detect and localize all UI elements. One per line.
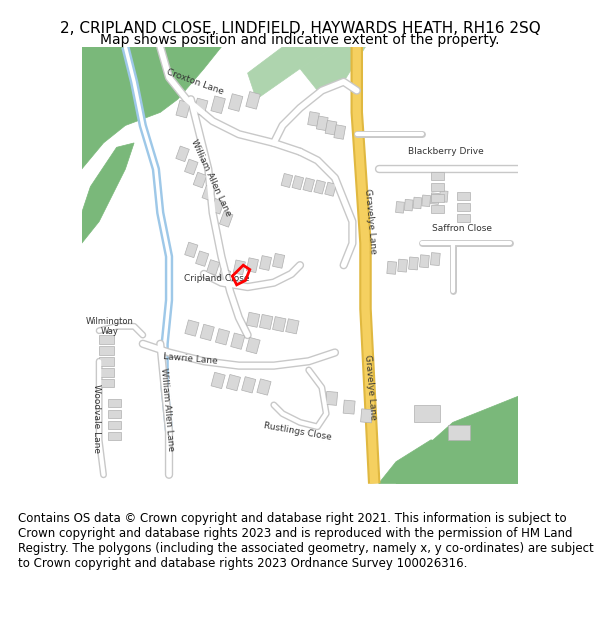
Polygon shape	[185, 159, 198, 175]
Polygon shape	[217, 268, 230, 284]
Polygon shape	[300, 47, 365, 91]
Polygon shape	[220, 211, 233, 227]
Polygon shape	[259, 256, 272, 271]
Polygon shape	[395, 201, 404, 213]
Polygon shape	[99, 335, 115, 344]
Polygon shape	[99, 346, 115, 355]
Polygon shape	[431, 193, 439, 204]
Text: Cripland Close: Cripland Close	[184, 274, 250, 282]
Polygon shape	[419, 255, 430, 268]
Text: Contains OS data © Crown copyright and database right 2021. This information is : Contains OS data © Crown copyright and d…	[18, 512, 593, 570]
Polygon shape	[422, 195, 431, 207]
Polygon shape	[361, 409, 373, 423]
Polygon shape	[281, 174, 293, 188]
Polygon shape	[257, 379, 271, 395]
Polygon shape	[196, 251, 209, 266]
Polygon shape	[185, 320, 199, 336]
Polygon shape	[431, 194, 444, 202]
Text: Lawrie Lane: Lawrie Lane	[163, 352, 218, 366]
Polygon shape	[334, 125, 346, 139]
Polygon shape	[206, 259, 220, 275]
Text: Wilmington
Way: Wilmington Way	[86, 317, 134, 336]
Polygon shape	[247, 312, 260, 328]
Polygon shape	[316, 116, 328, 131]
Polygon shape	[431, 183, 444, 191]
Polygon shape	[326, 391, 338, 406]
Polygon shape	[242, 377, 256, 393]
Text: Blackberry Drive: Blackberry Drive	[409, 147, 484, 156]
Polygon shape	[248, 47, 335, 99]
Polygon shape	[314, 180, 325, 194]
Polygon shape	[292, 176, 304, 190]
Polygon shape	[409, 257, 418, 270]
Text: Woodvale Lane: Woodvale Lane	[92, 384, 101, 452]
Polygon shape	[211, 372, 225, 389]
Polygon shape	[82, 47, 221, 169]
Polygon shape	[226, 374, 241, 391]
Text: Saffron Close: Saffron Close	[431, 224, 491, 232]
Polygon shape	[308, 112, 319, 126]
Polygon shape	[99, 368, 115, 376]
Polygon shape	[246, 92, 260, 109]
Polygon shape	[387, 261, 397, 274]
Text: Gravelye Lane: Gravelye Lane	[362, 354, 377, 421]
Polygon shape	[439, 191, 448, 202]
Polygon shape	[211, 96, 226, 114]
Polygon shape	[108, 399, 121, 407]
Polygon shape	[457, 214, 470, 221]
Polygon shape	[431, 205, 444, 212]
Polygon shape	[303, 178, 314, 192]
Polygon shape	[325, 182, 337, 196]
Text: Rustlings Close: Rustlings Close	[263, 421, 332, 441]
Polygon shape	[457, 202, 470, 211]
Polygon shape	[82, 143, 134, 243]
Polygon shape	[343, 400, 355, 414]
Text: William Allen Lane: William Allen Lane	[158, 367, 175, 451]
Text: Croxton Lane: Croxton Lane	[166, 68, 225, 96]
Polygon shape	[215, 329, 230, 345]
Polygon shape	[413, 405, 440, 422]
Polygon shape	[230, 333, 245, 349]
Polygon shape	[99, 379, 115, 388]
Polygon shape	[193, 98, 208, 116]
Polygon shape	[379, 431, 518, 484]
Polygon shape	[448, 424, 470, 440]
Polygon shape	[200, 324, 214, 341]
Polygon shape	[176, 146, 189, 162]
Polygon shape	[108, 432, 121, 440]
Polygon shape	[108, 410, 121, 418]
Polygon shape	[396, 396, 518, 484]
Polygon shape	[272, 317, 286, 332]
Polygon shape	[229, 94, 243, 111]
Polygon shape	[457, 192, 470, 200]
Polygon shape	[193, 173, 207, 188]
Text: Map shows position and indicative extent of the property.: Map shows position and indicative extent…	[100, 33, 500, 47]
Polygon shape	[404, 199, 413, 211]
Polygon shape	[176, 100, 190, 118]
Polygon shape	[430, 253, 440, 266]
Polygon shape	[431, 173, 444, 180]
Polygon shape	[108, 421, 121, 429]
Polygon shape	[202, 186, 215, 201]
Text: William Allen Lane: William Allen Lane	[189, 138, 232, 218]
Polygon shape	[246, 338, 260, 354]
Polygon shape	[247, 258, 259, 272]
Polygon shape	[398, 259, 407, 272]
Polygon shape	[259, 314, 273, 329]
Text: 2, CRIPLAND CLOSE, LINDFIELD, HAYWARDS HEATH, RH16 2SQ: 2, CRIPLAND CLOSE, LINDFIELD, HAYWARDS H…	[59, 21, 541, 36]
Polygon shape	[185, 242, 198, 258]
Polygon shape	[211, 199, 224, 214]
Polygon shape	[272, 253, 284, 268]
Polygon shape	[325, 121, 337, 135]
Text: Gravelye Lane: Gravelye Lane	[362, 189, 377, 254]
Polygon shape	[233, 260, 245, 275]
Polygon shape	[99, 357, 115, 366]
Polygon shape	[413, 198, 422, 209]
Polygon shape	[286, 319, 299, 334]
